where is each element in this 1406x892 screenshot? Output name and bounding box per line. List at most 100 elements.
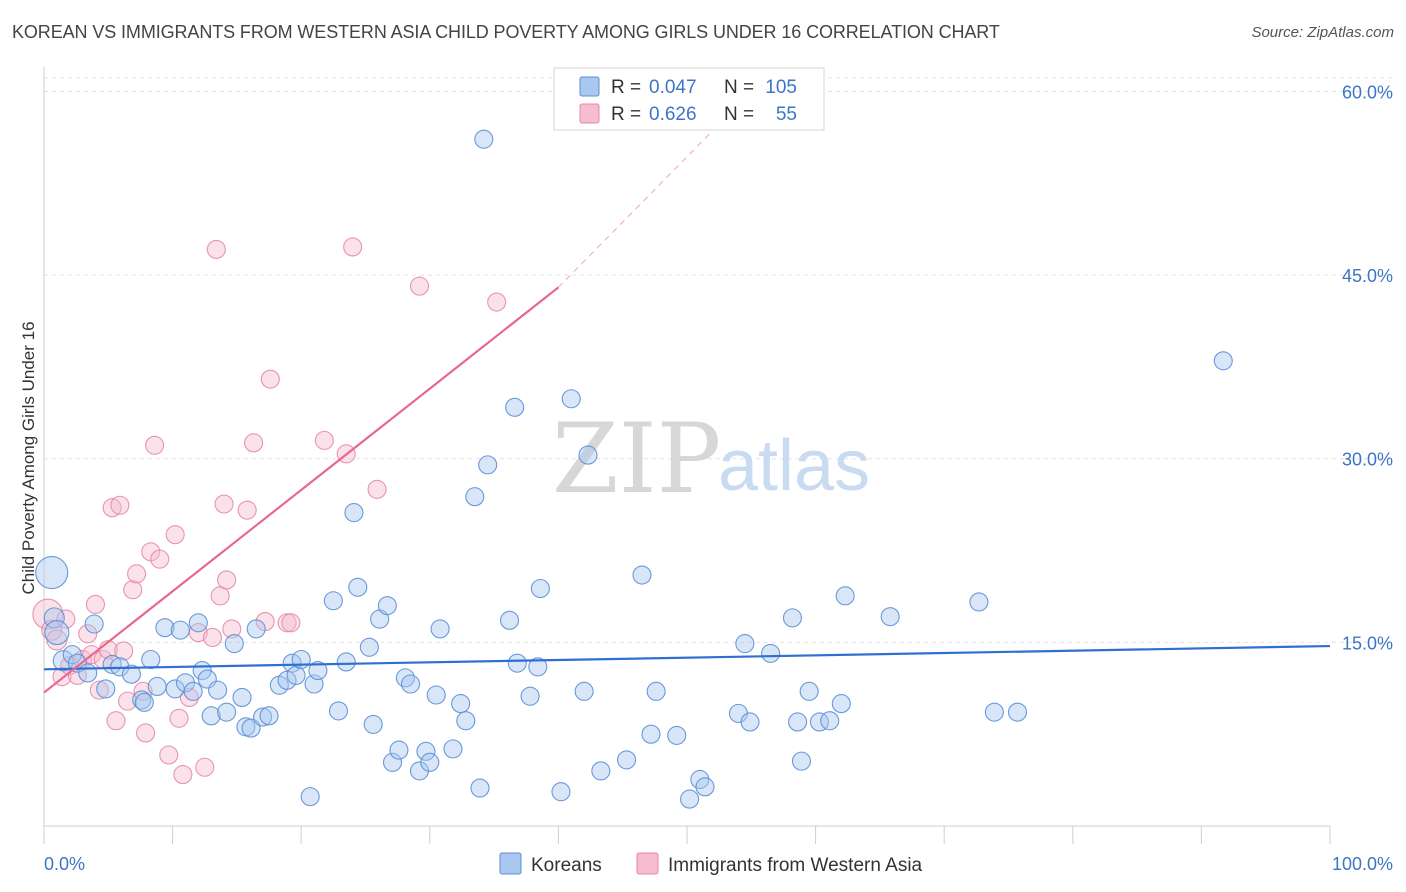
korean-point: [451, 694, 471, 714]
western-asia-point: [195, 757, 215, 777]
korean-point: [382, 752, 403, 772]
korean-point: [470, 778, 490, 798]
western-asia-point: [214, 494, 234, 514]
western-asia-point: [202, 627, 223, 648]
western-asia-point: [217, 570, 237, 590]
korean-point: [799, 681, 819, 701]
korean-point: [574, 681, 594, 701]
legend-swatch-western-asia: [579, 103, 600, 124]
western-asia-point: [136, 723, 156, 743]
y-tick-label: 60.0%: [1342, 82, 1393, 102]
bottom-legend-swatch-western-asia: [636, 852, 659, 875]
y-tick-label: 45.0%: [1342, 266, 1393, 286]
korean-point: [809, 712, 830, 732]
western-asia-point: [487, 292, 507, 312]
korean-point: [232, 687, 252, 708]
western-asia-point: [343, 237, 363, 257]
korean-point: [831, 694, 851, 714]
western-asia-point: [281, 613, 301, 633]
korean-point: [561, 389, 581, 409]
korean-point: [188, 613, 208, 633]
korean-point: [416, 741, 436, 761]
source-note: Source: ZipAtlas.com: [1251, 24, 1394, 41]
bottom-legend-label-western-asia: Immigrants from Western Asia: [668, 855, 923, 876]
korean-point: [499, 610, 520, 630]
korean-point: [201, 706, 221, 726]
western-asia-point: [78, 624, 98, 644]
western-asia-point: [237, 500, 257, 520]
western-asia-point: [89, 680, 109, 700]
y-tick-label: 30.0%: [1342, 450, 1393, 470]
korean-point: [389, 740, 409, 760]
korean-point: [761, 643, 781, 663]
korean-point: [336, 652, 356, 672]
korean-point: [217, 702, 237, 722]
legend-r-value-2: 0.626: [649, 104, 697, 125]
korean-point: [328, 701, 349, 721]
korean-point: [984, 702, 1004, 722]
western-asia-point: [210, 586, 230, 606]
korean-point: [735, 634, 755, 654]
western-asia-point: [114, 641, 134, 661]
korean-point: [680, 789, 700, 809]
korean-point: [183, 681, 203, 701]
korean-point: [520, 686, 540, 706]
korean-point: [1007, 702, 1028, 722]
korean-point: [578, 445, 598, 465]
trend-lines: [43, 91, 1331, 694]
korean-point: [141, 649, 161, 670]
western-asia-point: [206, 239, 226, 259]
korean-point: [667, 725, 687, 745]
series-koreans-points: [35, 129, 1233, 809]
korean-point: [617, 750, 637, 770]
legend-n-value-2: 55: [776, 104, 797, 125]
korean-point: [505, 397, 525, 417]
legend-n-label-1: N =: [724, 77, 754, 98]
korean-point: [121, 664, 141, 684]
korean-point: [132, 690, 152, 710]
western-asia-point: [244, 433, 264, 453]
korean-point: [646, 681, 666, 701]
western-asia-point: [409, 276, 430, 296]
korean-point: [632, 565, 652, 585]
korean-point: [253, 707, 273, 727]
western-asia-point: [159, 745, 179, 765]
korean-point: [147, 676, 167, 696]
korean-point: [224, 634, 244, 654]
korean-point: [969, 592, 989, 612]
series-western-asia-points: [32, 237, 507, 785]
x-tick-label: 0.0%: [44, 854, 85, 874]
korean-point: [791, 751, 812, 771]
korean-point: [478, 455, 498, 475]
x-tick-label: 100.0%: [1332, 854, 1393, 874]
legend-r-label-2: R =: [611, 104, 641, 125]
korean-point: [286, 665, 306, 685]
western-asia-point: [260, 369, 280, 389]
korean-point: [695, 777, 715, 797]
korean-point: [377, 596, 397, 616]
western-asia-point: [110, 495, 130, 515]
trend-line-western-asia: [43, 286, 560, 694]
korean-point: [641, 724, 661, 744]
korean-point: [84, 614, 104, 634]
korean-point: [740, 712, 760, 732]
korean-point: [208, 680, 228, 700]
axes: [43, 67, 1331, 844]
korean-point: [400, 674, 421, 694]
korean-point: [96, 679, 116, 699]
western-asia-point: [32, 598, 64, 630]
western-asia-point: [150, 549, 170, 569]
watermark: ZIP atlas: [552, 403, 870, 515]
korean-point: [880, 607, 900, 627]
western-asia-point: [118, 691, 138, 711]
korean-point: [44, 620, 70, 646]
korean-point: [530, 578, 550, 599]
western-asia-point: [106, 711, 126, 731]
western-asia-point: [165, 525, 185, 545]
x-tick-labels: 0.0% 100.0%: [44, 854, 1393, 874]
korean-point: [456, 711, 476, 731]
western-asia-point: [127, 564, 147, 584]
western-asia-point: [123, 580, 143, 600]
western-asia-point: [102, 498, 122, 518]
